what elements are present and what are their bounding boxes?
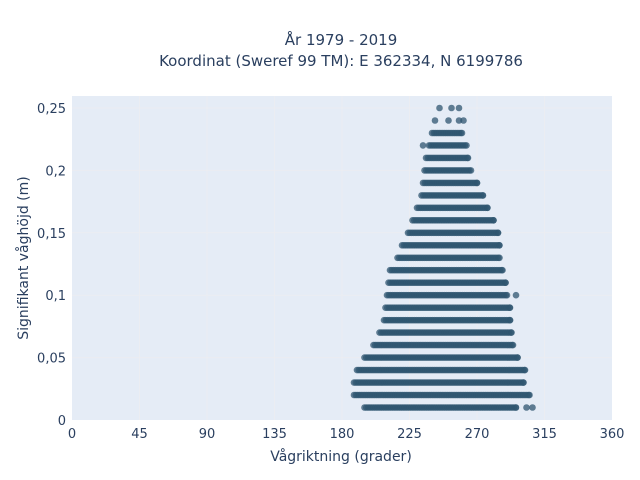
data-point bbox=[463, 142, 470, 149]
data-point bbox=[520, 379, 527, 386]
data-point bbox=[506, 304, 514, 312]
data-point bbox=[496, 242, 503, 249]
data-point bbox=[458, 129, 466, 137]
chart-title-line1: År 1979 - 2019 bbox=[285, 30, 398, 49]
y-tick-label: 0 bbox=[58, 414, 66, 429]
x-tick-label: 45 bbox=[131, 427, 148, 442]
data-point bbox=[460, 117, 467, 124]
data-point bbox=[496, 254, 503, 262]
data-point bbox=[490, 217, 497, 224]
data-point bbox=[473, 179, 481, 187]
data-point bbox=[529, 404, 536, 411]
data-point bbox=[508, 329, 515, 336]
data-point bbox=[455, 104, 463, 112]
y-tick-label: 0,15 bbox=[37, 227, 66, 242]
y-tick-label: 0,05 bbox=[37, 352, 66, 367]
data-point bbox=[512, 291, 520, 299]
data-point bbox=[419, 142, 427, 149]
x-tick-labels: 0 45 90 135 180 225 270 315 360 bbox=[68, 427, 625, 442]
y-gridlines bbox=[72, 107, 612, 359]
x-tick-label: 225 bbox=[397, 427, 422, 442]
data-point bbox=[509, 341, 517, 349]
scatter-points bbox=[350, 104, 536, 411]
data-point bbox=[431, 117, 439, 124]
data-point bbox=[484, 204, 491, 212]
x-tick-label: 180 bbox=[330, 427, 355, 442]
x-tick-label: 135 bbox=[262, 427, 287, 442]
y-tick-label: 0,1 bbox=[45, 289, 66, 304]
y-tick-label: 0,2 bbox=[45, 164, 66, 179]
x-tick-label: 315 bbox=[532, 427, 557, 442]
x-tick-label: 0 bbox=[68, 427, 76, 442]
data-point bbox=[494, 229, 502, 237]
x-axis-label: Vågriktning (grader) bbox=[270, 448, 412, 465]
data-point bbox=[464, 154, 472, 162]
y-tick-labels: 0 0,05 0,1 0,15 0,2 0,25 bbox=[37, 102, 66, 429]
data-point bbox=[436, 104, 443, 112]
data-point bbox=[514, 354, 521, 361]
data-point bbox=[502, 279, 509, 287]
data-point bbox=[512, 404, 520, 411]
x-tick-label: 270 bbox=[465, 427, 490, 442]
x-tick-label: 90 bbox=[199, 427, 216, 442]
data-point bbox=[445, 117, 452, 124]
data-point bbox=[526, 391, 533, 399]
data-point bbox=[506, 316, 514, 324]
data-point bbox=[503, 291, 511, 299]
data-point bbox=[479, 192, 487, 199]
data-point bbox=[523, 404, 530, 411]
y-tick-label: 0,25 bbox=[37, 102, 66, 117]
y-axis-label: Signifikant våghöjd (m) bbox=[15, 176, 32, 339]
x-tick-label: 360 bbox=[600, 427, 625, 442]
data-point bbox=[467, 167, 475, 174]
data-point bbox=[499, 266, 506, 274]
data-point bbox=[521, 366, 529, 374]
chart-title-line2: Koordinat (Sweref 99 TM): E 362334, N 61… bbox=[159, 52, 523, 70]
data-point bbox=[448, 104, 455, 112]
